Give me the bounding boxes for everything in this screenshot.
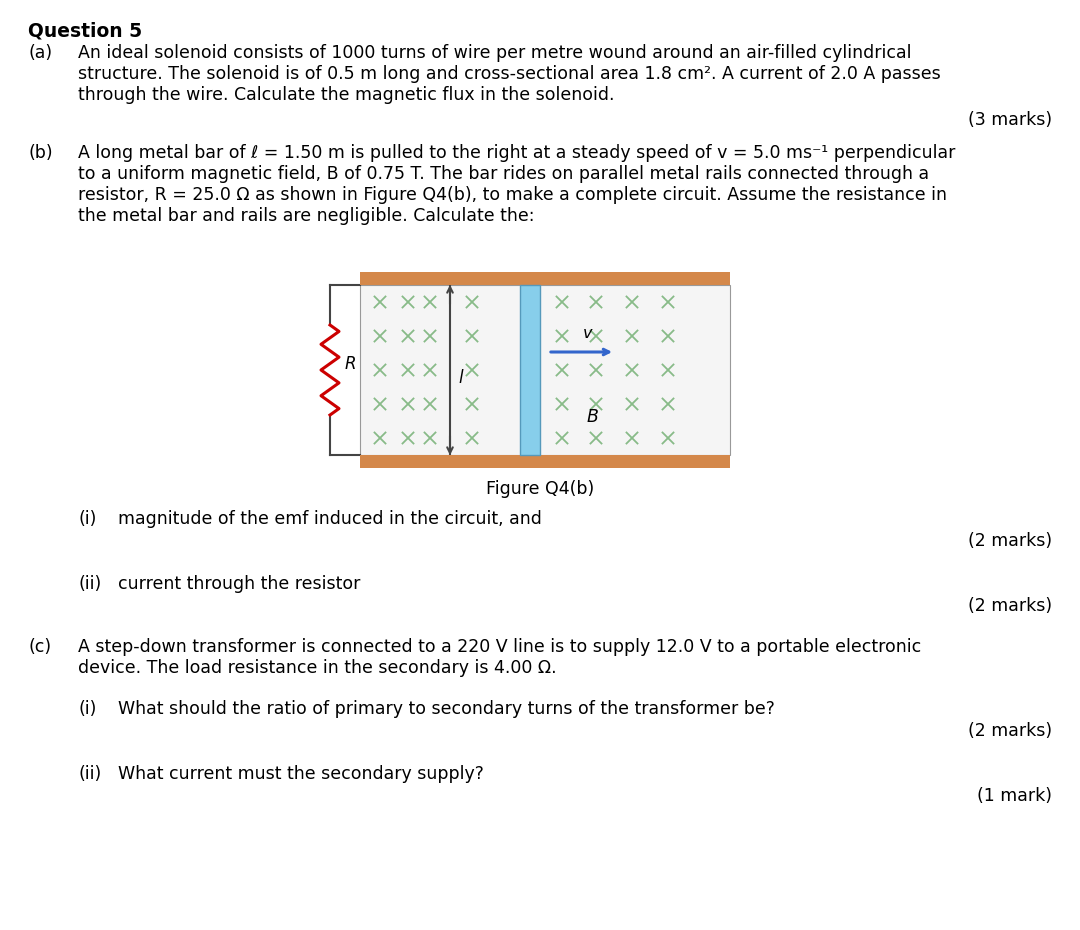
Bar [360,455,730,468]
Text: $R$: $R$ [345,355,356,373]
Text: (a): (a) [28,44,52,62]
Text: to a uniform magnetic field, B of 0.75 T. The bar rides on parallel metal rails : to a uniform magnetic field, B of 0.75 T… [78,165,929,183]
Text: through the wire. Calculate the magnetic flux in the solenoid.: through the wire. Calculate the magnetic… [78,86,615,104]
Text: What current must the secondary supply?: What current must the secondary supply? [118,765,484,783]
Text: (2 marks): (2 marks) [968,532,1052,550]
Text: (3 marks): (3 marks) [968,111,1052,129]
Bar [519,285,540,455]
Text: Question 5: Question 5 [28,22,143,41]
Text: $v$: $v$ [582,326,594,341]
Text: A long metal bar of ℓ = 1.50 m is pulled to the right at a steady speed of v = 5: A long metal bar of ℓ = 1.50 m is pulled… [78,144,956,162]
Text: (1 mark): (1 mark) [977,787,1052,805]
Text: device. The load resistance in the secondary is 4.00 Ω.: device. The load resistance in the secon… [78,659,556,677]
Text: (b): (b) [28,144,53,162]
Text: structure. The solenoid is of 0.5 m long and cross-sectional area 1.8 cm². A cur: structure. The solenoid is of 0.5 m long… [78,65,941,83]
Text: (i): (i) [78,700,96,718]
Bar [360,285,730,455]
Bar [360,272,730,285]
Text: $l$: $l$ [458,369,464,387]
Text: the metal bar and rails are negligible. Calculate the:: the metal bar and rails are negligible. … [78,207,535,225]
Text: resistor, R = 25.0 Ω as shown in Figure Q4(b), to make a complete circuit. Assum: resistor, R = 25.0 Ω as shown in Figure … [78,186,947,204]
Text: magnitude of the emf induced in the circuit, and: magnitude of the emf induced in the circ… [118,510,542,528]
Text: (ii): (ii) [78,575,102,593]
Text: (2 marks): (2 marks) [968,597,1052,615]
Text: (c): (c) [28,638,51,656]
Text: $B$: $B$ [585,408,598,426]
Text: current through the resistor: current through the resistor [118,575,361,593]
Text: (2 marks): (2 marks) [968,722,1052,740]
Text: A step-down transformer is connected to a 220 V line is to supply 12.0 V to a po: A step-down transformer is connected to … [78,638,921,656]
Text: Figure Q4(b): Figure Q4(b) [486,480,594,498]
Text: (i): (i) [78,510,96,528]
Text: What should the ratio of primary to secondary turns of the transformer be?: What should the ratio of primary to seco… [118,700,774,718]
Text: An ideal solenoid consists of 1000 turns of wire per metre wound around an air-f: An ideal solenoid consists of 1000 turns… [78,44,912,62]
Text: (ii): (ii) [78,765,102,783]
